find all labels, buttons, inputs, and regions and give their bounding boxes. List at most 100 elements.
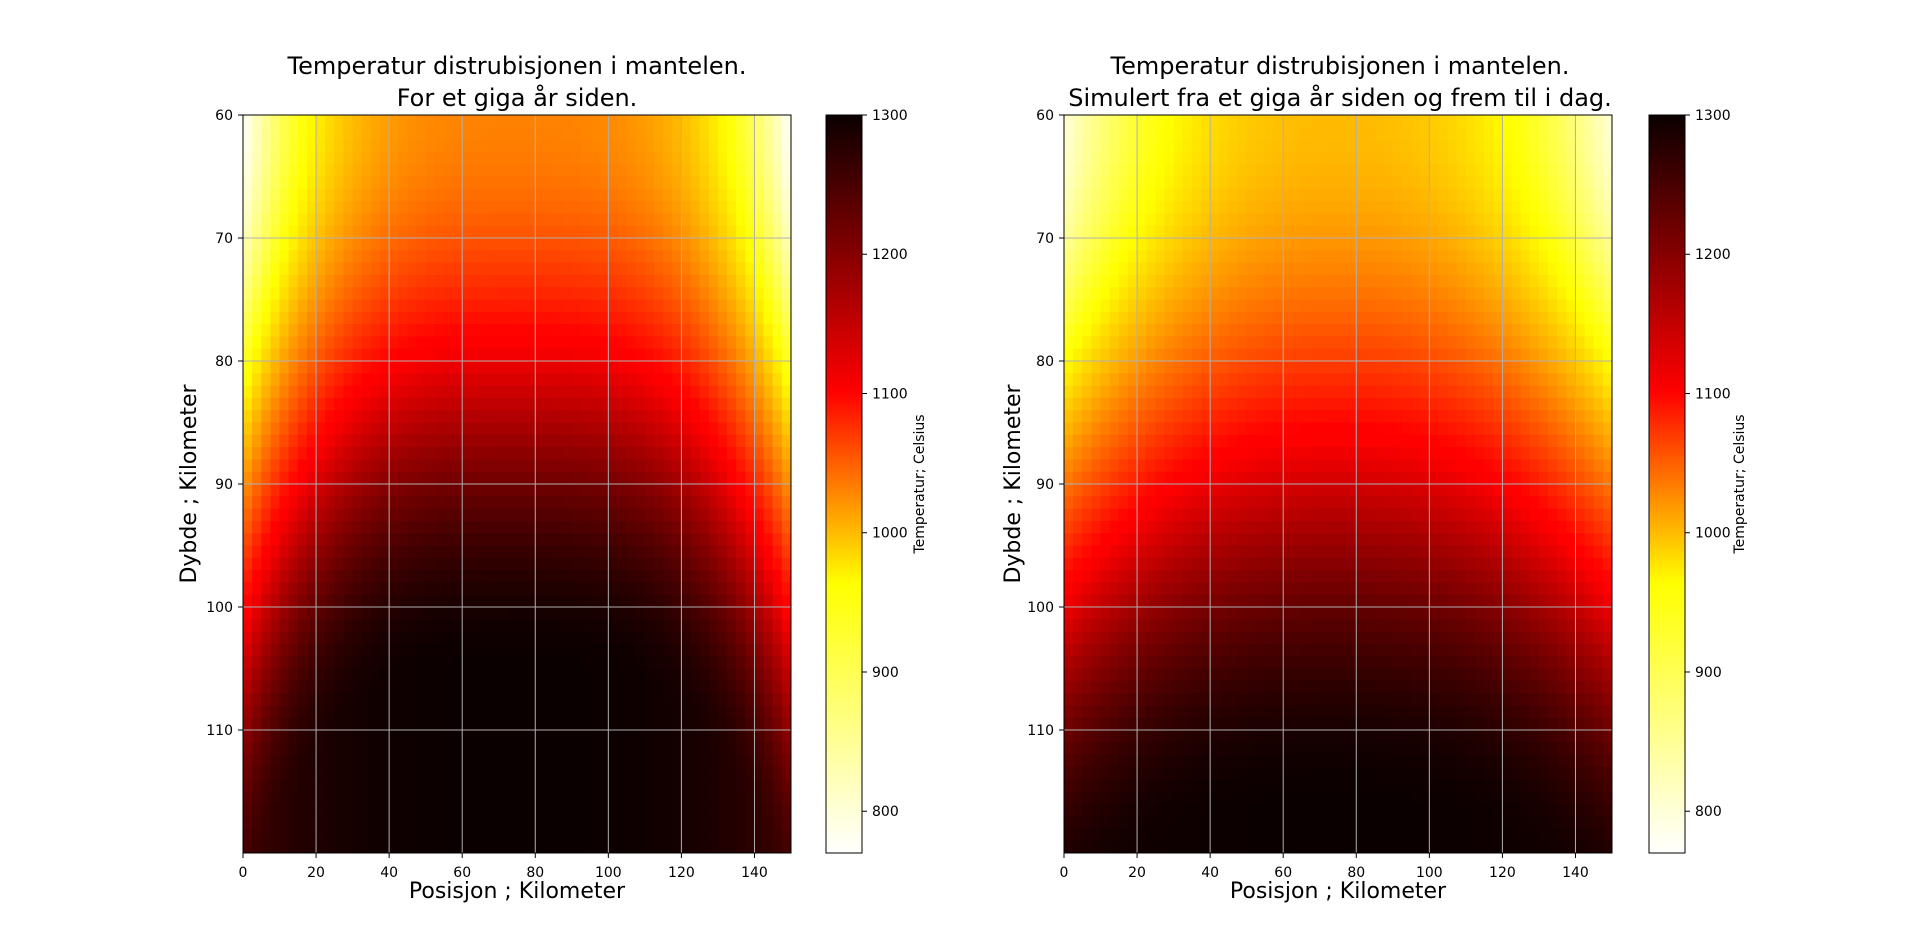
heatmap-cell <box>462 176 472 190</box>
heatmap-cell <box>1347 361 1357 374</box>
heatmap-cell <box>699 459 710 473</box>
heatmap-cell <box>288 533 299 547</box>
heatmap-cell <box>708 250 719 264</box>
heatmap-cell <box>1392 250 1403 264</box>
heatmap-cell <box>1301 299 1312 313</box>
heatmap-cell <box>544 274 555 288</box>
heatmap-cell <box>389 668 399 682</box>
heatmap-cell <box>1475 164 1485 178</box>
heatmap-cell <box>453 176 463 190</box>
heatmap-cell <box>480 299 491 313</box>
heatmap-cell <box>654 496 664 510</box>
heatmap-cell <box>434 619 445 633</box>
heatmap-cell <box>297 324 308 337</box>
heatmap-cell <box>306 766 317 780</box>
heatmap-cell <box>1191 164 1202 178</box>
heatmap-cell <box>544 471 555 485</box>
heatmap-cell <box>544 766 555 780</box>
heatmap-cell <box>1328 287 1339 301</box>
heatmap-cell <box>517 656 527 670</box>
heatmap-cell <box>261 803 271 817</box>
heatmap-cell <box>727 213 737 227</box>
heatmap-cell <box>434 410 445 424</box>
heatmap-cell <box>434 680 445 694</box>
heatmap-cell <box>571 816 582 829</box>
heatmap-cell <box>1064 311 1074 325</box>
heatmap-cell <box>1073 336 1083 350</box>
heatmap-cell <box>489 717 500 731</box>
heatmap-cell <box>1100 238 1111 251</box>
heatmap-cell <box>462 816 472 829</box>
heatmap-cell <box>736 730 746 743</box>
heatmap-cell <box>736 188 746 202</box>
heatmap-cell <box>544 717 555 731</box>
heatmap-cell <box>443 680 454 694</box>
heatmap-cell <box>635 582 646 596</box>
heatmap-cell <box>1328 348 1339 362</box>
heatmap-cell <box>654 164 664 178</box>
heatmap-cell <box>1073 213 1083 227</box>
heatmap-cell <box>343 434 354 448</box>
heatmap-cell <box>297 274 308 288</box>
heatmap-cell <box>416 791 427 805</box>
heatmap-cell <box>590 311 600 325</box>
heatmap-cell <box>343 115 354 128</box>
heatmap-cell <box>453 225 463 239</box>
heatmap-cell <box>617 225 628 239</box>
heatmap-cell <box>672 127 682 141</box>
heatmap-cell <box>1073 151 1083 165</box>
heatmap-cell <box>325 287 335 301</box>
heatmap-cell <box>361 607 372 620</box>
heatmap-cell <box>1557 225 1567 239</box>
heatmap-cell <box>1173 361 1184 374</box>
heatmap-cell <box>261 213 271 227</box>
heatmap-cell <box>343 779 354 793</box>
heatmap-cell <box>745 582 756 596</box>
heatmap-cell <box>1475 225 1485 239</box>
heatmap-cell <box>316 619 326 633</box>
heatmap-cell <box>681 422 692 436</box>
heatmap-cell <box>781 410 791 424</box>
heatmap-cell <box>1310 324 1321 337</box>
heatmap-cell <box>471 287 482 301</box>
heatmap-cell <box>1064 127 1074 141</box>
heatmap-cell <box>781 840 791 853</box>
heatmap-cell <box>498 766 509 780</box>
heatmap-cell <box>599 533 609 547</box>
heatmap-cell <box>325 766 335 780</box>
heatmap-cell <box>781 274 791 288</box>
heatmap-cell <box>1411 250 1421 264</box>
heatmap-cell <box>1475 373 1485 387</box>
heatmap-cell <box>1538 274 1549 288</box>
heatmap-cell <box>635 619 646 633</box>
heatmap-cell <box>727 397 737 411</box>
heatmap-cell <box>471 434 482 448</box>
heatmap-cell <box>590 176 600 190</box>
heatmap-cell <box>1173 274 1184 288</box>
heatmap-cell <box>553 471 564 485</box>
heatmap-cell <box>562 717 573 731</box>
heatmap-cell <box>553 348 564 362</box>
heatmap-cell <box>736 434 746 448</box>
heatmap-cell <box>644 238 655 251</box>
heatmap-cell <box>325 693 335 706</box>
heatmap-cell <box>297 262 308 276</box>
heatmap-cell <box>1237 274 1248 288</box>
heatmap-cell <box>690 766 701 780</box>
heatmap-cell <box>334 127 345 141</box>
heatmap-cell <box>489 299 500 313</box>
heatmap-cell <box>316 238 326 251</box>
heatmap-cell <box>398 176 408 190</box>
heatmap-cell <box>571 115 582 128</box>
heatmap-cell <box>489 201 500 214</box>
heatmap-cell <box>297 791 308 805</box>
heatmap-cell <box>1456 262 1467 276</box>
heatmap-cell <box>772 213 783 227</box>
heatmap-cell <box>1338 287 1348 301</box>
heatmap-cell <box>471 742 482 756</box>
heatmap-cell <box>1091 262 1102 276</box>
heatmap-cell <box>1182 139 1193 153</box>
heatmap-cell <box>261 139 271 153</box>
heatmap-cell <box>553 742 564 756</box>
heatmap-cell <box>389 176 399 190</box>
